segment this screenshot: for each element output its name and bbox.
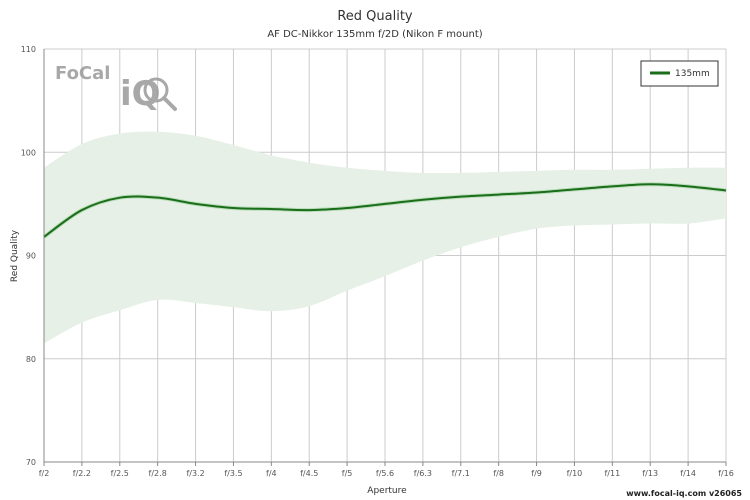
- y-tick-label: 100: [21, 148, 36, 157]
- x-tick-label: f/3.5: [224, 469, 242, 478]
- legend-label: 135mm: [675, 69, 710, 79]
- x-tick-label: f/5.6: [376, 469, 394, 478]
- magnifier-icon: [143, 77, 177, 111]
- x-tick-label: f/4: [266, 469, 277, 478]
- chart-subtitle: AF DC-Nikkor 135mm f/2D (Nikon F mount): [267, 29, 482, 40]
- axes: f/2 f/2.2 f/2.5 f/2.8 f/3.2 f/3.5 f/4 f/4.5 f/5 f…: [21, 45, 734, 478]
- x-tick-label: f/10: [567, 469, 583, 478]
- quality-band-area: [44, 131, 726, 344]
- x-tick-label: f/14: [680, 469, 696, 478]
- x-tick-label: f/2.8: [149, 469, 167, 478]
- series-line-135mm: [43, 183, 727, 238]
- x-tick-label: f/16: [718, 469, 734, 478]
- x-tick-label: f/2.2: [73, 469, 91, 478]
- y-tick-label: 80: [26, 355, 36, 364]
- credit-text: www.focal-iq.com v26065: [626, 489, 742, 498]
- grid: [43, 48, 727, 463]
- chart-title: Red Quality: [337, 9, 413, 24]
- x-tick-label: f/13: [642, 469, 658, 478]
- x-tick-label: f/9: [531, 469, 542, 478]
- x-tick-label: f/11: [604, 469, 620, 478]
- quality-range-band: [44, 131, 726, 344]
- logo-brand-word: FoCal: [55, 63, 110, 84]
- y-axis-label: Red Quality: [10, 229, 20, 282]
- x-tick-label: f/2.5: [111, 469, 129, 478]
- y-tick-label: 70: [26, 458, 36, 467]
- x-tick-label: f/7.1: [452, 469, 470, 478]
- x-tick-label: f/4.5: [300, 469, 318, 478]
- focal-iq-logo: FoCal iQ: [55, 63, 177, 114]
- y-tick-label: 90: [26, 252, 36, 261]
- series-lines: [42, 182, 727, 239]
- x-tick-label: f/3.2: [186, 469, 204, 478]
- x-axis-label: Aperture: [367, 486, 407, 496]
- x-tick-label: f/5: [342, 469, 353, 478]
- y-tick-label: 110: [21, 45, 36, 54]
- x-tick-label: f/6.3: [414, 469, 432, 478]
- legend: 135mm: [640, 60, 719, 87]
- x-tick-label: f/8: [493, 469, 504, 478]
- x-tick-label: f/2: [39, 469, 50, 478]
